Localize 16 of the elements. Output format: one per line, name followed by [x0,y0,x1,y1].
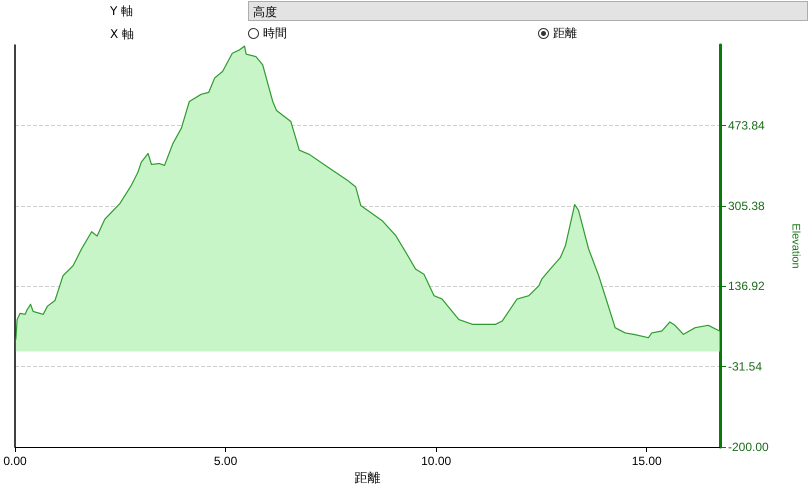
y-tick-label: 305.38 [728,198,766,213]
x-tick-label: 10.00 [421,454,452,468]
y-tick-label: 136.92 [728,279,766,294]
y-axis-title: Elevation [790,223,802,269]
y-tick-label: -31.54 [728,360,762,374]
text: 時間 [263,25,287,42]
text: Y 軸 [110,3,134,20]
text: 高度 [248,1,808,21]
x-tick-label: 15.00 [632,454,662,468]
y-tick-label: -200.00 [728,440,770,454]
text: 距離 [553,25,577,42]
x-tick-label: 0.00 [3,454,27,468]
y-tick-label: 473.84 [728,118,766,132]
x-axis-title: 距離 [354,470,380,486]
text: X 軸 [110,26,134,43]
x-tick-label: 5.00 [214,454,238,468]
